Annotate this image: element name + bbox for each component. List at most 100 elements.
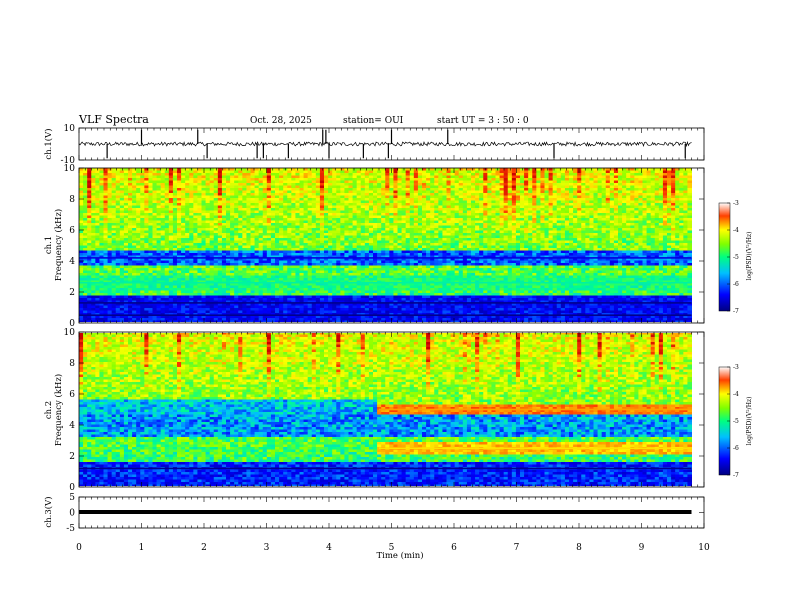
spectrogram-cell: [417, 245, 423, 249]
spectrogram-cell: [136, 225, 141, 229]
spectrogram-cell: [356, 240, 362, 244]
spectrogram-cell: [299, 210, 305, 214]
spectrogram-cell: [221, 195, 227, 199]
spectrogram-cell: [634, 233, 639, 236]
spectrogram-cell: [230, 243, 235, 246]
spectrogram-cell: [675, 208, 680, 211]
spectrogram-cell: [540, 245, 545, 249]
spectrogram-cell: [618, 235, 623, 239]
spectrogram-cell: [471, 193, 476, 196]
spectrogram-cell: [413, 168, 419, 171]
spectrogram-cell: [270, 230, 276, 234]
spectrogram-cell: [119, 213, 125, 216]
spectrogram-cell: [654, 198, 660, 201]
spectrogram-cell: [515, 235, 521, 239]
spectrogram-cell: [197, 213, 202, 216]
spectrogram-cell: [569, 203, 574, 206]
spectrogram-cell: [511, 243, 517, 246]
spectrogram-cell: [83, 198, 88, 201]
spectrogram-cell: [626, 210, 631, 214]
spectrogram-cell: [552, 198, 558, 201]
spectrogram-cell: [197, 210, 202, 214]
spectrogram-cell: [520, 220, 525, 224]
spectrogram-cell: [671, 195, 676, 199]
spectrogram-cell: [168, 198, 174, 201]
spectrogram-cell: [626, 205, 631, 209]
spectrogram-cell: [426, 235, 431, 239]
spectrogram-cell: [234, 200, 239, 204]
spectrogram-cell: [605, 215, 611, 219]
spectrogram-cell: [352, 195, 358, 199]
spectrogram-cell: [311, 225, 317, 229]
spectrogram-cell: [262, 248, 268, 251]
spectrogram-cell: [79, 185, 84, 189]
spectrogram-cell: [217, 190, 223, 194]
spectrogram-cell: [172, 180, 178, 184]
spectrogram-cell: [528, 175, 533, 179]
spectrogram-cell: [189, 195, 194, 199]
spectrogram-cell: [630, 228, 635, 231]
spectrogram-cell: [360, 225, 366, 229]
spectrogram-cell: [250, 235, 256, 239]
spectrogram-cell: [630, 168, 635, 171]
spectrogram-cell: [164, 245, 170, 249]
spectrogram-cell: [532, 238, 537, 241]
spectrogram-cell: [234, 178, 239, 181]
spectrogram-cell: [303, 175, 309, 179]
spectrogram-cell: [409, 215, 415, 219]
spectrogram-cell: [87, 243, 92, 246]
spectrogram-cell: [79, 175, 84, 179]
spectrogram-cell: [311, 178, 317, 181]
spectrogram-cell: [405, 248, 411, 251]
spectrogram-cell: [536, 233, 541, 236]
spectrogram-cell: [573, 238, 578, 241]
spectrogram-cell: [454, 223, 460, 226]
spectrogram-cell: [385, 220, 390, 224]
spectrogram-cell: [209, 195, 215, 199]
spectrogram-cell: [618, 180, 623, 184]
spectrogram-cell: [360, 218, 366, 221]
spectrogram-cell: [483, 230, 488, 234]
spectrogram-cell: [564, 248, 570, 251]
spectrogram-cell: [650, 208, 656, 211]
spectrogram-cell: [658, 228, 664, 231]
spectrogram-cell: [111, 185, 117, 189]
spectrogram-cell: [332, 225, 337, 229]
spectrogram-cell: [507, 235, 513, 239]
spectrogram-cell: [275, 178, 280, 181]
spectrogram-cell: [593, 238, 599, 241]
spectrogram-cell: [434, 185, 439, 189]
spectrogram-cell: [152, 218, 158, 221]
spectrogram-cell: [279, 180, 284, 184]
spectrogram-cell: [389, 238, 394, 241]
spectrogram-cell: [91, 250, 96, 254]
spectrogram-cell: [185, 245, 190, 249]
spectrogram-cell: [119, 225, 125, 229]
spectrogram-cell: [401, 233, 407, 236]
spectrogram-cell: [430, 195, 435, 199]
spectrogram-cell: [650, 178, 656, 181]
spectrogram-cell: [250, 233, 256, 236]
spectrogram-cell: [605, 205, 611, 209]
spectrogram-cell: [221, 248, 227, 251]
spectrogram-cell: [348, 205, 354, 209]
spectrogram-cell: [413, 173, 419, 176]
spectrogram-cell: [520, 240, 525, 244]
spectrogram-cell: [667, 175, 672, 179]
spectrogram-cell: [401, 195, 407, 199]
spectrogram-cell: [201, 188, 207, 191]
spectrogram-cell: [95, 235, 100, 239]
spectrogram-cell: [172, 208, 178, 211]
spectrogram-cell: [303, 240, 309, 244]
spectrogram-cell: [638, 173, 643, 176]
spectrogram-cell: [152, 168, 158, 171]
spectrogram-cell: [573, 175, 578, 179]
spectrogram-cell: [417, 178, 423, 181]
spectrogram-cell: [213, 198, 219, 201]
spectrogram-cell: [499, 225, 505, 229]
spectrogram-cell: [242, 175, 247, 179]
spectrogram-cell: [458, 180, 464, 184]
spectrogram-cell: [132, 175, 137, 179]
spectrogram-cell: [324, 188, 329, 191]
spectrogram-cell: [687, 203, 692, 206]
